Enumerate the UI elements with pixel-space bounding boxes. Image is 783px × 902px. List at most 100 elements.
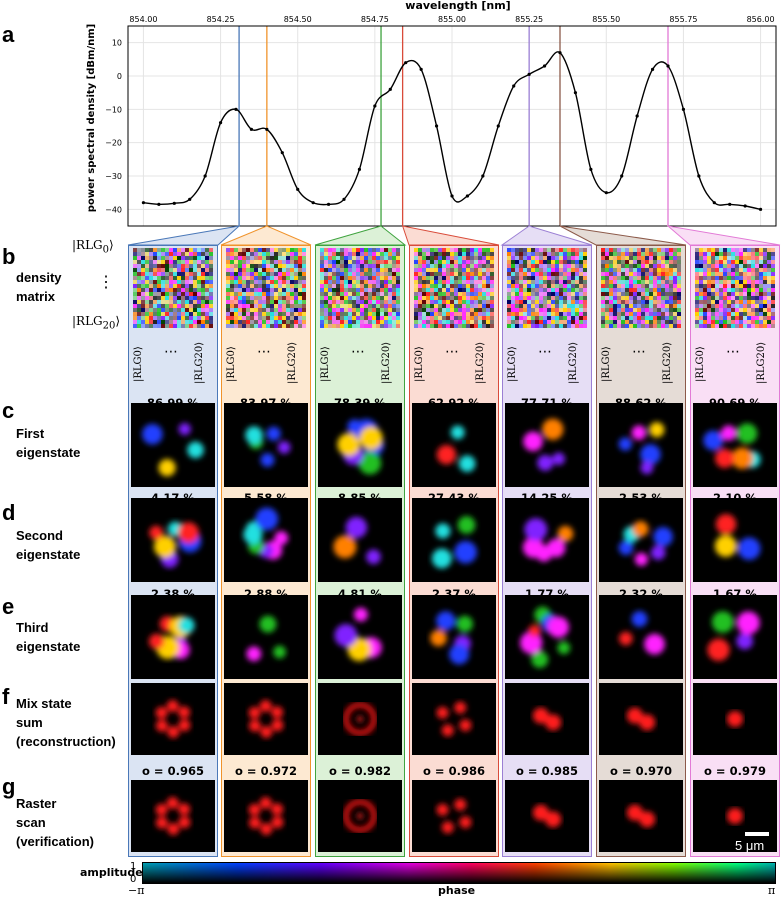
spectrum-point bbox=[527, 72, 531, 76]
panel-letter-f: f bbox=[2, 684, 10, 709]
spectrum-point bbox=[681, 107, 686, 111]
mode-image bbox=[318, 403, 402, 487]
mode-image bbox=[318, 595, 402, 679]
panel-letter-b: b bbox=[2, 244, 16, 269]
col-rlg-dots: ⋯ bbox=[445, 344, 459, 360]
mode-image bbox=[693, 595, 777, 679]
col-rlg-last: |RLG20⟩ bbox=[381, 341, 392, 384]
col-rlg-first: |RLG0⟩ bbox=[601, 346, 612, 382]
x-tick-label: 855.50 bbox=[592, 15, 620, 24]
col-rlg-dots: ⋯ bbox=[257, 344, 271, 360]
chart-connectors bbox=[127, 225, 781, 246]
col-rlg-last: |RLG20⟩ bbox=[756, 341, 767, 384]
density-matrix bbox=[695, 248, 775, 328]
spectrum-point bbox=[758, 207, 763, 211]
spectrum-point bbox=[172, 201, 176, 205]
colorbar-phase-label: phase bbox=[438, 884, 476, 897]
spectrum-point bbox=[481, 174, 485, 178]
spectrum-chart: wavelength [nm] power spectral density [… bbox=[86, 0, 781, 246]
spectrum-point bbox=[728, 202, 732, 206]
panel-letter-d: d bbox=[2, 500, 16, 525]
panel-letter-e: e bbox=[2, 594, 15, 619]
mode-image bbox=[224, 498, 308, 582]
mode-image bbox=[131, 498, 215, 582]
spectrum-point bbox=[666, 64, 670, 68]
marker-connector bbox=[401, 225, 500, 246]
row-label-density-matrix: density matrix bbox=[16, 268, 62, 306]
rlg-top-label: |RLG0⟩ bbox=[72, 238, 114, 256]
y-tick-label: −20 bbox=[105, 139, 122, 148]
density-matrix bbox=[133, 248, 213, 328]
y-tick-label: −10 bbox=[105, 105, 122, 114]
spectrum-point bbox=[342, 197, 346, 201]
spectrum-point bbox=[357, 167, 362, 171]
col-rlg-last: |RLG20⟩ bbox=[662, 341, 673, 384]
mode-image bbox=[412, 780, 496, 852]
row-label-first-eigenstate: First eigenstate bbox=[16, 424, 80, 462]
mode-image bbox=[412, 595, 496, 679]
overlap-value: o = 0.970 bbox=[610, 764, 672, 778]
overlap-value: o = 0.972 bbox=[235, 764, 297, 778]
row-label-mix-state: Mix state sum (reconstruction) bbox=[16, 694, 116, 751]
colorbar bbox=[142, 862, 776, 884]
scale-bar bbox=[745, 832, 769, 836]
spectrum-point bbox=[373, 104, 377, 108]
row-label-line: First bbox=[16, 426, 45, 441]
col-rlg-last: |RLG20⟩ bbox=[568, 341, 579, 384]
spectrum-point bbox=[743, 204, 747, 208]
chart-frame bbox=[127, 25, 777, 227]
rlg-vdots: ⋮ bbox=[98, 272, 114, 291]
row-label-line: (verification) bbox=[16, 834, 95, 849]
rlg-bottom-sub: 20 bbox=[102, 320, 116, 332]
y-tick-label: −40 bbox=[105, 205, 122, 214]
mode-image bbox=[318, 780, 402, 852]
mode-image bbox=[412, 683, 496, 755]
col-rlg-dots: ⋯ bbox=[351, 344, 365, 360]
col-rlg-last: |RLG20⟩ bbox=[194, 341, 205, 384]
x-tick-label: 855.25 bbox=[515, 15, 543, 24]
spectrum-point bbox=[496, 124, 500, 128]
spectrum-point bbox=[280, 151, 284, 155]
row-label-line: density bbox=[16, 270, 62, 285]
overlap-value: o = 0.986 bbox=[423, 764, 485, 778]
col-rlg-first: |RLG0⟩ bbox=[414, 346, 425, 382]
row-label-line: eigenstate bbox=[16, 639, 81, 654]
marker-connector bbox=[666, 225, 781, 246]
marker-connector bbox=[314, 225, 407, 246]
mode-image bbox=[131, 595, 215, 679]
mode-image bbox=[131, 403, 215, 487]
row-label-line: eigenstate bbox=[16, 547, 81, 562]
mode-image bbox=[505, 780, 589, 852]
mode-image bbox=[131, 683, 215, 755]
chart-xlabel: wavelength [nm] bbox=[405, 0, 510, 12]
x-tick-label: 855.75 bbox=[669, 15, 697, 24]
spectrum-point bbox=[311, 201, 315, 205]
density-matrix bbox=[507, 248, 587, 328]
row-label-line: sum bbox=[16, 715, 43, 730]
mode-image bbox=[599, 498, 683, 582]
col-rlg-first: |RLG0⟩ bbox=[320, 346, 331, 382]
mode-image bbox=[599, 595, 683, 679]
mode-image bbox=[693, 403, 777, 487]
spectrum-point bbox=[620, 174, 624, 178]
y-tick-label: −30 bbox=[105, 172, 122, 181]
panel-letter-c: c bbox=[2, 398, 15, 423]
y-tick-label: 10 bbox=[112, 39, 122, 48]
overlap-value: o = 0.965 bbox=[142, 764, 204, 778]
spectrum-point bbox=[635, 114, 639, 118]
mode-image bbox=[693, 683, 777, 755]
spectrum-point bbox=[234, 107, 238, 111]
spectrum-point bbox=[218, 121, 223, 125]
row-label-line: scan bbox=[16, 815, 46, 830]
x-tick-label: 854.00 bbox=[129, 15, 157, 24]
panel-letter-a: a bbox=[2, 22, 15, 47]
row-label-line: Second bbox=[16, 528, 63, 543]
mode-image bbox=[599, 403, 683, 487]
spectrum-point bbox=[558, 51, 562, 55]
x-tick-label: 854.25 bbox=[207, 15, 235, 24]
spectrum-point bbox=[589, 167, 593, 171]
x-tick-label: 854.50 bbox=[284, 15, 312, 24]
overlap-value: o = 0.985 bbox=[516, 764, 578, 778]
mode-image bbox=[693, 780, 777, 852]
spectrum-point bbox=[465, 194, 470, 198]
